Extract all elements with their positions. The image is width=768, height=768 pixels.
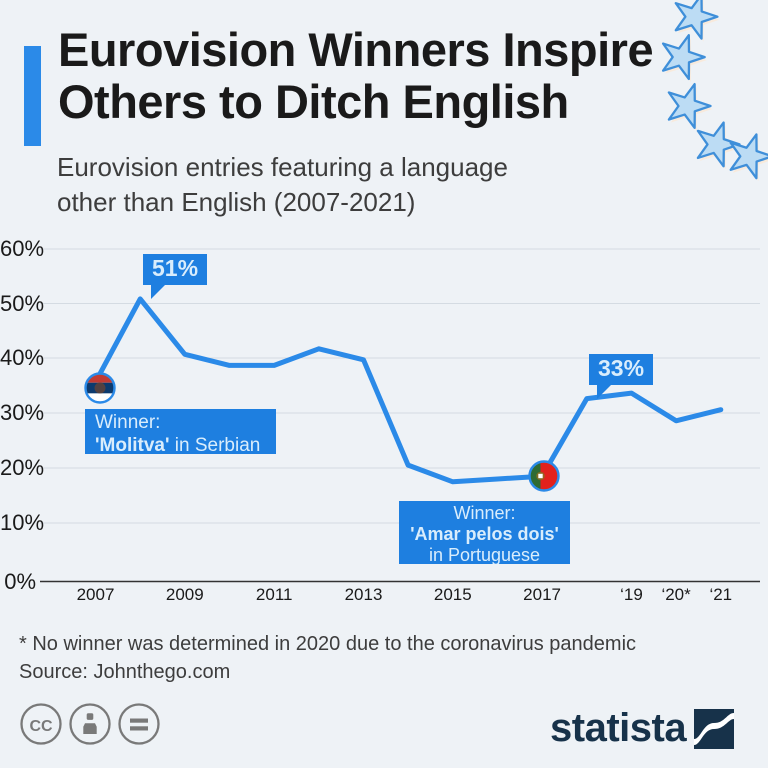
svg-text:CC: CC <box>29 718 53 735</box>
